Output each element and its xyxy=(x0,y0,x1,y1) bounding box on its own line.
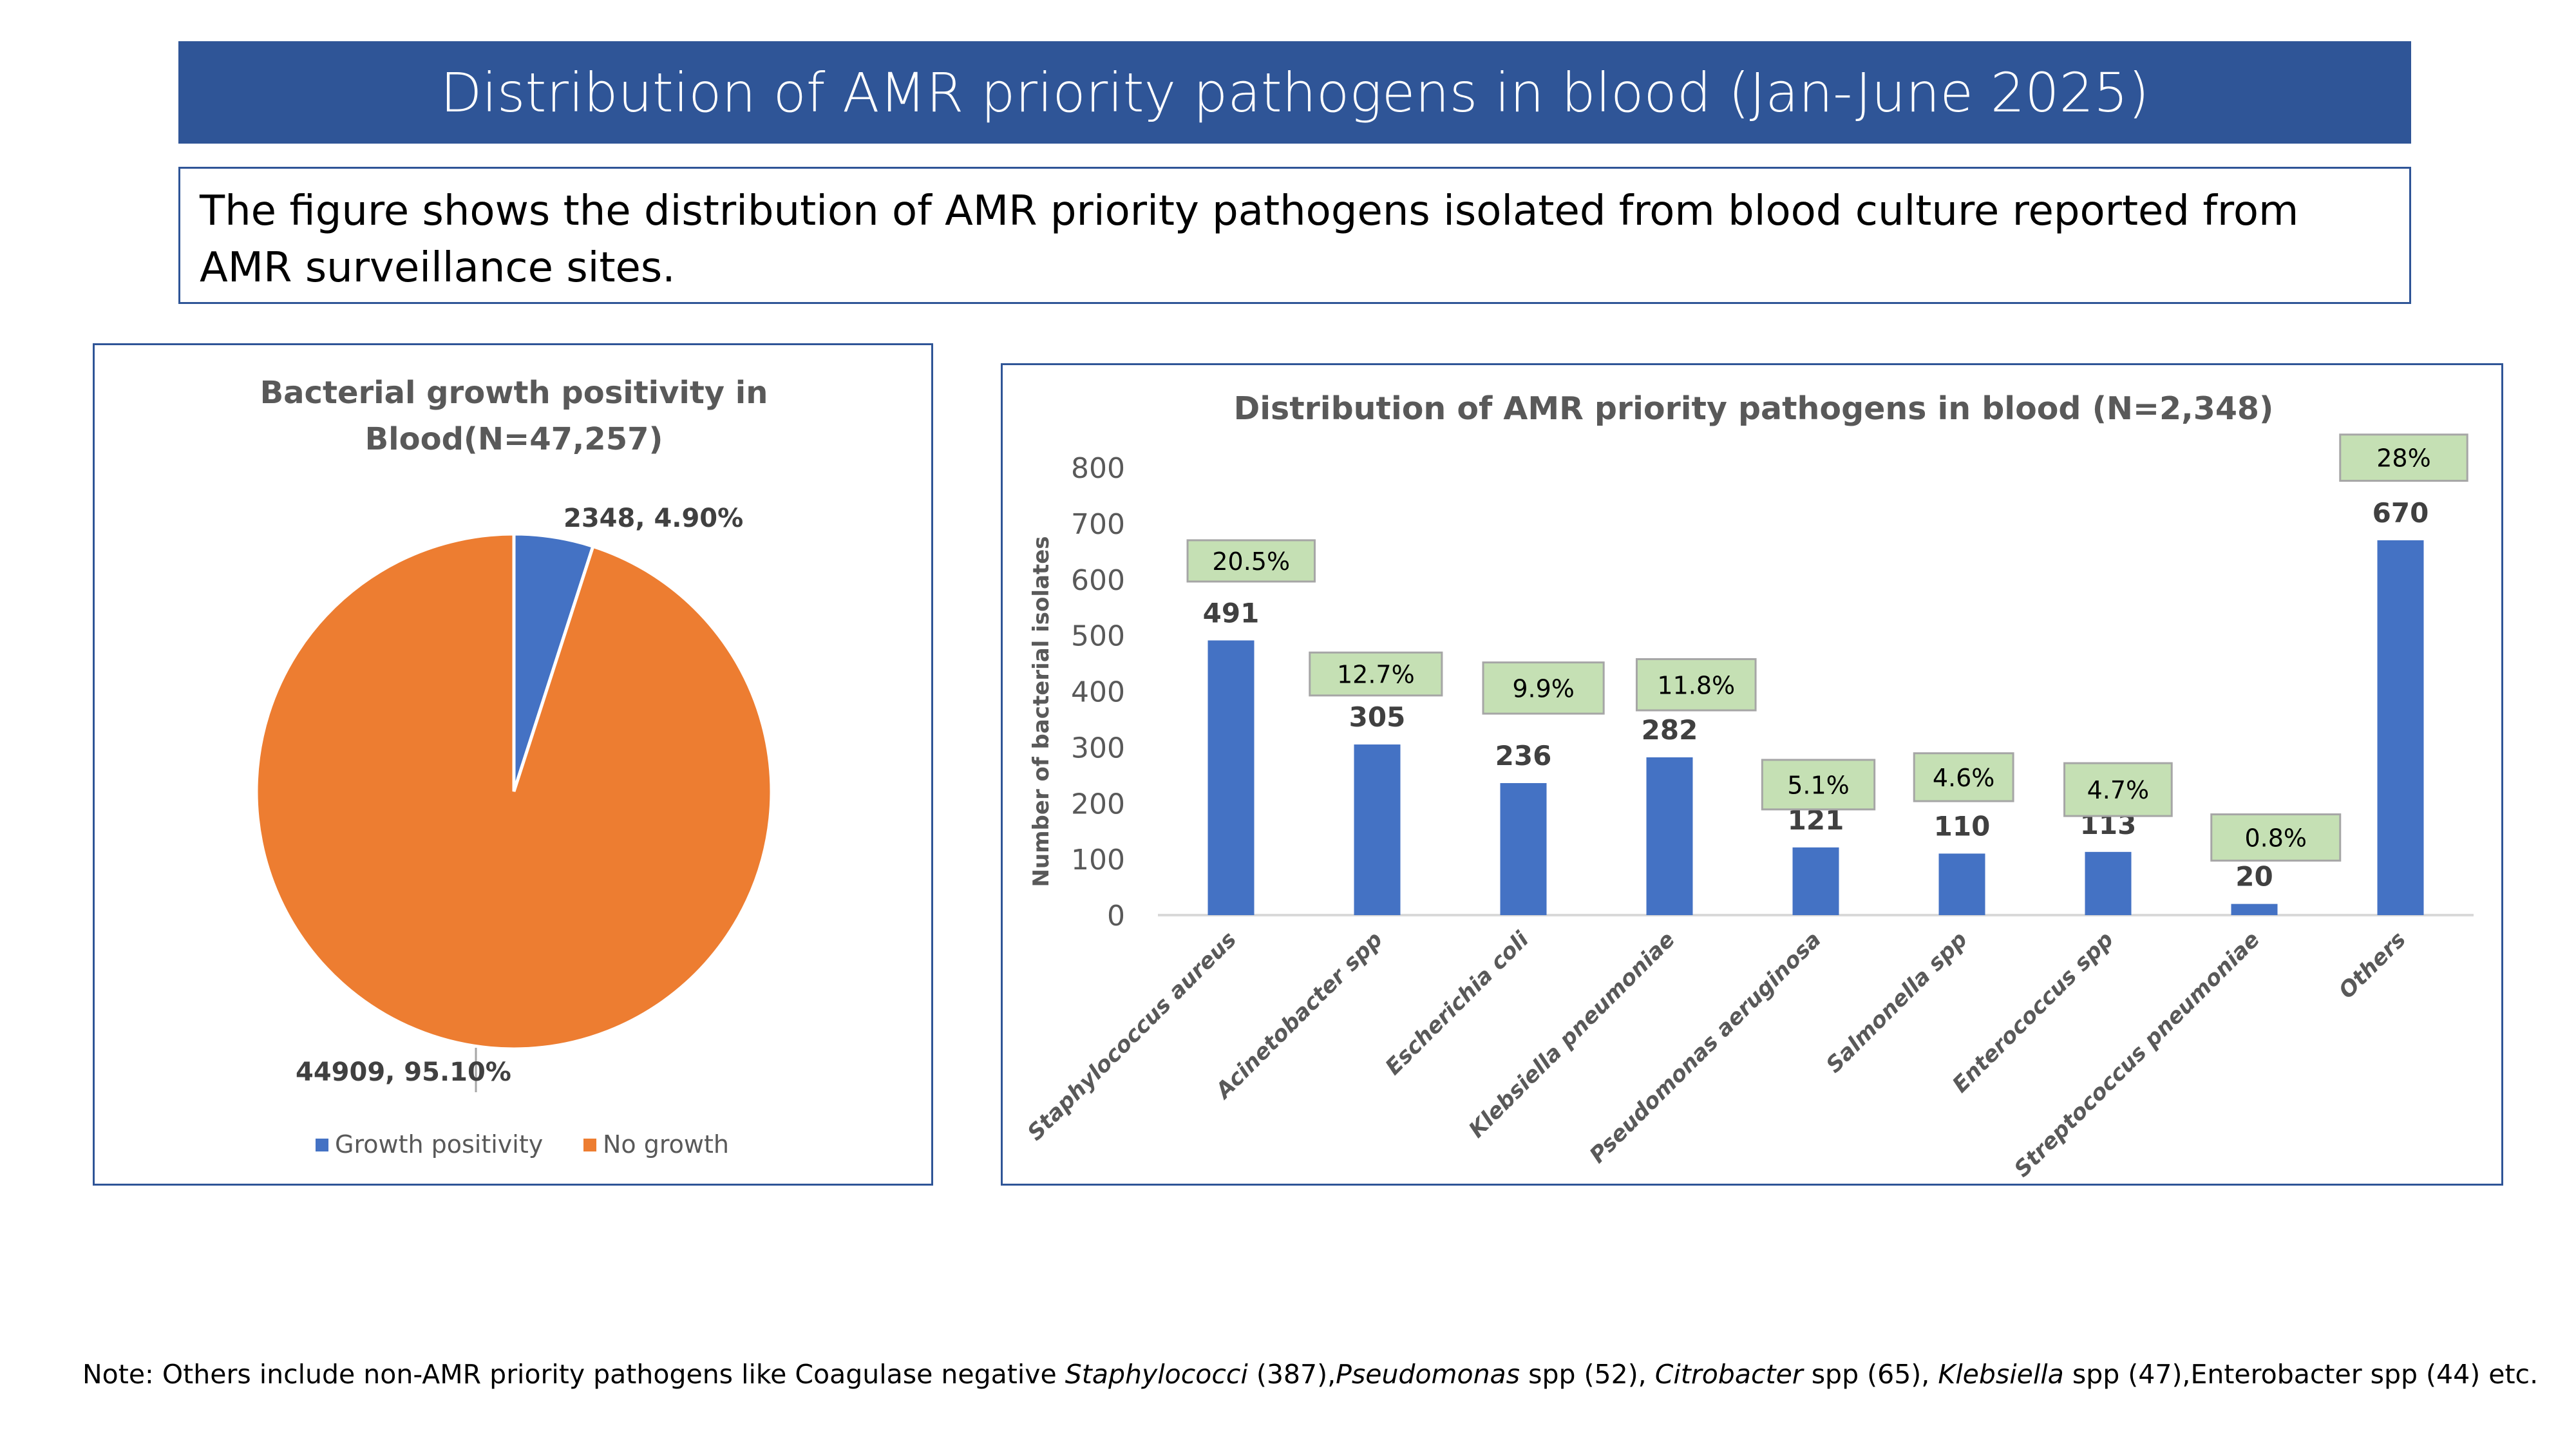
bar-value-label: 670 xyxy=(2372,497,2429,529)
y-tick-label: 0 xyxy=(1107,900,1125,933)
percent-label: 11.8% xyxy=(1657,671,1735,699)
x-tick-label: Enterococcus spp xyxy=(1947,927,2119,1098)
footnote-part: Citrobacter xyxy=(1654,1359,1803,1390)
legend-label: No growth xyxy=(603,1130,729,1159)
y-tick-label: 800 xyxy=(1071,452,1125,485)
percent-label-box xyxy=(1309,651,1443,697)
percent-label-box xyxy=(1186,539,1316,583)
bar-chart: Distribution of AMR priority pathogens i… xyxy=(1023,390,2474,1182)
footnote-part: Klebsiella xyxy=(1938,1359,2064,1390)
bar xyxy=(2085,851,2132,915)
percent-label: 28% xyxy=(2376,444,2430,473)
percent-label: 12.7% xyxy=(1337,661,1415,689)
pie-chart: Bacterial growth positivity in Blood(N=47… xyxy=(254,375,773,1159)
bar-chart-title: Distribution of AMR priority pathogens i… xyxy=(1234,390,2274,427)
percent-label-box xyxy=(1482,661,1605,715)
percent-label: 5.1% xyxy=(1787,771,1850,799)
y-axis-label: Number of bacterial isolates xyxy=(1028,536,1054,887)
bar-value-label: 491 xyxy=(1203,597,1260,629)
footnote-part: (387), xyxy=(1247,1359,1336,1390)
x-tick-label: Staphylococcus aureus xyxy=(1023,927,1242,1146)
pie-title: Bacterial growth positivity in xyxy=(260,375,768,411)
percent-label: 4.7% xyxy=(2087,776,2150,804)
percent-label-box xyxy=(2339,433,2468,482)
footnote-part: Pseudomonas xyxy=(1336,1359,1520,1390)
footnote-part: spp (47),Enterobacter spp (44) etc. xyxy=(2063,1359,2539,1390)
percent-label: 9.9% xyxy=(1512,674,1575,703)
y-tick-label: 600 xyxy=(1071,564,1125,597)
bar xyxy=(1938,853,1985,915)
bar xyxy=(2231,904,2278,915)
bar xyxy=(1354,744,1401,915)
y-tick-label: 500 xyxy=(1071,620,1125,653)
pie-chart-panel: Bacterial growth positivity in Blood(N=47… xyxy=(93,343,933,1186)
bar xyxy=(1646,757,1693,915)
bar xyxy=(1208,640,1255,915)
bar xyxy=(1792,847,1839,915)
percent-label-box xyxy=(2063,762,2173,817)
pie-slice-no-growth xyxy=(254,532,773,1051)
bar xyxy=(2377,540,2424,915)
bar-value-label: 236 xyxy=(1495,740,1552,772)
bar-value-label: 110 xyxy=(1934,810,1991,842)
footnote: Note: Others include non-AMR priority pa… xyxy=(82,1359,2538,1390)
page-title: Distribution of AMR priority pathogens i… xyxy=(178,41,2411,144)
x-tick-label: Escherichia coli xyxy=(1381,926,1535,1080)
y-tick-label: 200 xyxy=(1071,788,1125,820)
bar-value-label: 282 xyxy=(1642,714,1698,746)
percent-label-box xyxy=(1913,752,2014,802)
pie-data-label: 44909, 95.10% xyxy=(296,1057,511,1087)
x-tick-label: Others xyxy=(2334,927,2411,1004)
legend-swatch xyxy=(583,1139,596,1151)
y-tick-label: 400 xyxy=(1071,676,1125,709)
percent-label: 0.8% xyxy=(2244,824,2307,852)
x-tick-label: Streptococcus pneumoniae xyxy=(2009,927,2265,1182)
percent-label: 4.6% xyxy=(1933,764,1995,792)
x-tick-label: Salmonella spp xyxy=(1821,927,1973,1078)
legend-label: Growth positivity xyxy=(335,1130,543,1159)
bar-chart-panel: Distribution of AMR priority pathogens i… xyxy=(1001,363,2503,1186)
percent-label-box xyxy=(2210,813,2342,862)
legend-swatch xyxy=(316,1139,328,1151)
x-tick-label: Pseudomonas aeruginosa xyxy=(1585,927,1826,1168)
percent-label-box xyxy=(1761,759,1876,811)
description-box: The figure shows the distribution of AMR… xyxy=(178,167,2411,304)
y-tick-label: 700 xyxy=(1071,508,1125,541)
footnote-part: Note: Others include non-AMR priority pa… xyxy=(82,1359,1065,1390)
percent-label: 20.5% xyxy=(1212,547,1290,576)
footnote-part: spp (65), xyxy=(1803,1359,1938,1390)
bar xyxy=(1500,782,1547,915)
bar-value-label: 305 xyxy=(1349,701,1406,733)
y-tick-label: 100 xyxy=(1071,844,1125,876)
footnote-part: spp (52), xyxy=(1520,1359,1655,1390)
footnote-part: Staphylococci xyxy=(1065,1359,1248,1390)
pie-data-label: 2348, 4.90% xyxy=(564,504,743,533)
y-tick-label: 300 xyxy=(1071,732,1125,764)
bar-value-label: 20 xyxy=(2235,861,2273,893)
percent-label-box xyxy=(1635,658,1757,712)
pie-title: Blood(N=47,257) xyxy=(365,421,663,457)
x-tick-label: Acinetobacter spp xyxy=(1209,927,1388,1105)
